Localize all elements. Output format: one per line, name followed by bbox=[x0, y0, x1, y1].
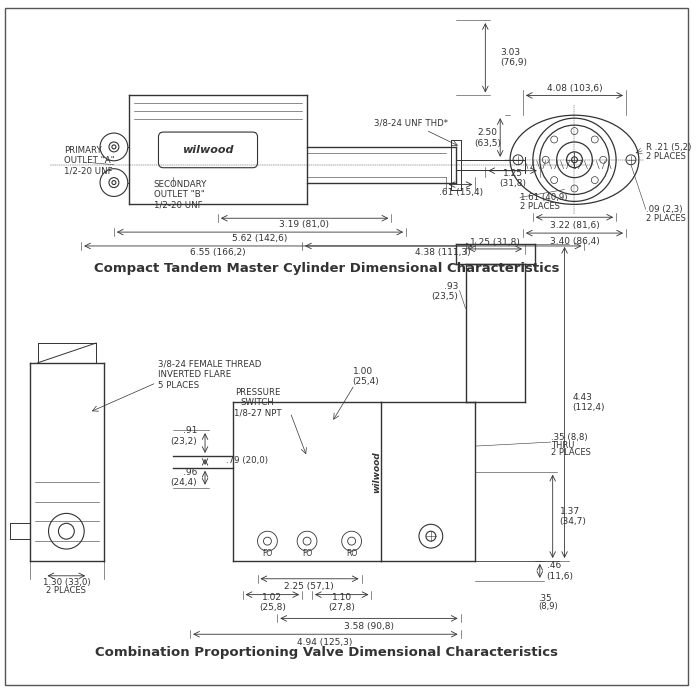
Text: 4.94 (125,3): 4.94 (125,3) bbox=[298, 638, 353, 647]
Circle shape bbox=[112, 181, 116, 184]
Text: .96
(24,4): .96 (24,4) bbox=[171, 468, 197, 487]
Text: 3/8-24 UNF THD*: 3/8-24 UNF THD* bbox=[374, 119, 448, 128]
Text: 2.25 (57,1): 2.25 (57,1) bbox=[284, 582, 334, 591]
Text: Compact Tandem Master Cylinder Dimensional Characteristics: Compact Tandem Master Cylinder Dimension… bbox=[94, 262, 559, 275]
Text: FO: FO bbox=[262, 549, 272, 557]
Text: .35 (8,8): .35 (8,8) bbox=[551, 432, 587, 441]
Text: SECONDARY
OUTLET "B"
1/2-20 UNF: SECONDARY OUTLET "B" 1/2-20 UNF bbox=[153, 179, 207, 209]
Text: 4.08 (103,6): 4.08 (103,6) bbox=[547, 84, 602, 93]
Text: 4.38 (111,3): 4.38 (111,3) bbox=[415, 248, 470, 257]
Text: 2 PLACES: 2 PLACES bbox=[646, 152, 686, 161]
Text: 2 PLACES: 2 PLACES bbox=[646, 213, 686, 222]
Text: R .21 (5,2): R .21 (5,2) bbox=[646, 143, 691, 152]
Text: 2 PLACES: 2 PLACES bbox=[46, 586, 86, 595]
Text: 2.50
(63,5): 2.50 (63,5) bbox=[474, 128, 500, 148]
Text: FO: FO bbox=[302, 549, 312, 557]
Text: 2 PLACES: 2 PLACES bbox=[551, 448, 591, 457]
Text: .61 (15,4): .61 (15,4) bbox=[438, 188, 482, 197]
Text: Combination Proportioning Valve Dimensional Characteristics: Combination Proportioning Valve Dimensio… bbox=[95, 646, 559, 658]
Text: 1.61 (40,9): 1.61 (40,9) bbox=[520, 193, 568, 202]
Text: PRIMARY
OUTLET "A"
1/2-20 UNF: PRIMARY OUTLET "A" 1/2-20 UNF bbox=[64, 146, 115, 176]
Text: .91
(23,2): .91 (23,2) bbox=[170, 426, 197, 446]
Text: 1.10
(27,8): 1.10 (27,8) bbox=[328, 593, 355, 612]
Text: 4.43
(112,4): 4.43 (112,4) bbox=[573, 393, 605, 412]
Text: 3.40 (86,4): 3.40 (86,4) bbox=[550, 236, 599, 245]
Text: (8,9): (8,9) bbox=[538, 602, 558, 611]
Text: .09 (2,3): .09 (2,3) bbox=[646, 205, 682, 214]
Text: 1.25 (31,8): 1.25 (31,8) bbox=[470, 238, 520, 247]
Text: wilwood: wilwood bbox=[182, 145, 234, 155]
Text: PRESSURE
SWITCH
1/8-27 NPT: PRESSURE SWITCH 1/8-27 NPT bbox=[234, 387, 281, 417]
Text: .79 (20,0): .79 (20,0) bbox=[226, 457, 268, 466]
Text: RO: RO bbox=[346, 549, 357, 557]
Circle shape bbox=[112, 145, 116, 149]
Text: 3/8-24 FEMALE THREAD
INVERTED FLARE
5 PLACES: 3/8-24 FEMALE THREAD INVERTED FLARE 5 PL… bbox=[158, 360, 262, 389]
Text: 1.02
(25,8): 1.02 (25,8) bbox=[259, 593, 286, 612]
Text: 2 PLACES: 2 PLACES bbox=[520, 202, 560, 211]
Text: 3.58 (90,8): 3.58 (90,8) bbox=[344, 622, 394, 631]
Text: .35: .35 bbox=[538, 594, 552, 603]
Text: 5.62 (142,6): 5.62 (142,6) bbox=[232, 234, 287, 243]
Text: THRU: THRU bbox=[551, 441, 574, 450]
Text: 6.55 (166,2): 6.55 (166,2) bbox=[190, 248, 246, 257]
Text: wilwood: wilwood bbox=[372, 451, 381, 493]
Text: 3.22 (81,6): 3.22 (81,6) bbox=[550, 220, 599, 229]
Text: 1.25
(31,8): 1.25 (31,8) bbox=[500, 169, 526, 188]
Text: .93
(23,5): .93 (23,5) bbox=[432, 282, 458, 301]
Text: .46
(11,6): .46 (11,6) bbox=[547, 561, 574, 581]
Text: 1.00
(25,4): 1.00 (25,4) bbox=[353, 367, 379, 387]
Text: 3.19 (81,0): 3.19 (81,0) bbox=[279, 220, 329, 229]
Text: 3.03
(76,9): 3.03 (76,9) bbox=[500, 48, 527, 67]
Text: 1.30 (33,0): 1.30 (33,0) bbox=[43, 578, 90, 587]
Text: 1.37
(34,7): 1.37 (34,7) bbox=[559, 507, 587, 526]
